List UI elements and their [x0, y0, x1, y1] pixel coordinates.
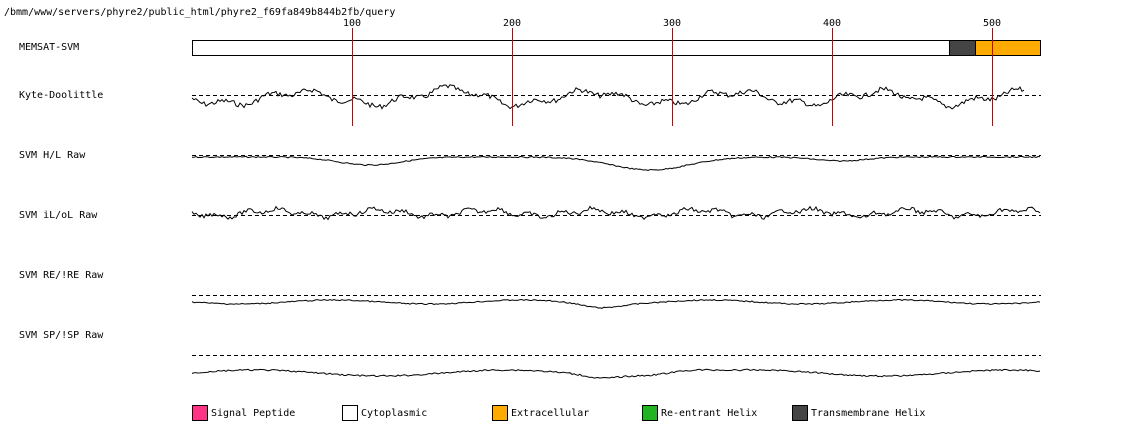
track-label-memsat: MEMSAT-SVM	[19, 42, 79, 53]
ruler-tick-100: 100	[343, 18, 361, 29]
track-label-svm-ilol: SVM iL/oL Raw	[19, 210, 98, 221]
ruler-tick-400: 400	[823, 18, 841, 29]
query-path: /bmm/www/servers/phyre2/public_html/phyr…	[4, 7, 395, 18]
track-label-svm-hl: SVM H/L Raw	[19, 150, 86, 161]
legend-label-extracellular: Extracellular	[511, 408, 589, 419]
legend-label-signal-peptide: Signal Peptide	[211, 408, 295, 419]
memsat-segment-transmembrane	[949, 40, 976, 56]
legend-swatch-re-entrant-helix	[642, 405, 658, 421]
ruler-tick-500: 500	[983, 18, 1001, 29]
ruler-tick-200: 200	[503, 18, 521, 29]
ruler-tick-300: 300	[663, 18, 681, 29]
legend: Signal Peptide Cytoplasmic Extracellular…	[192, 405, 925, 421]
track-label-svm-sp: SVM SP/!SP Raw	[19, 330, 104, 341]
trace-svm-sp	[191, 368, 1041, 379]
legend-label-transmembrane-helix: Transmembrane Helix	[811, 408, 925, 419]
legend-swatch-transmembrane-helix	[792, 405, 808, 421]
legend-swatch-cytoplasmic	[342, 405, 358, 421]
trace-svm-ilol	[191, 205, 1041, 221]
memsat-segment-cytoplasmic	[192, 40, 950, 56]
track-label-svm-re: SVM RE/!RE Raw	[19, 270, 104, 281]
memsat-bar	[192, 40, 1041, 56]
legend-swatch-extracellular	[492, 405, 508, 421]
baselines	[192, 95, 1041, 356]
track-label-kyte-doolittle: Kyte-Doolittle	[19, 90, 103, 101]
memsat-segment-extracellular	[975, 40, 1041, 56]
trace-svm-re	[191, 298, 1041, 309]
ruler-tick-lines	[352, 28, 993, 126]
legend-swatch-signal-peptide	[192, 405, 208, 421]
legend-label-re-entrant-helix: Re-entrant Helix	[661, 408, 757, 419]
trace-kyte-doolittle	[191, 84, 1025, 110]
trace-svm-hl	[191, 155, 1041, 172]
legend-label-cytoplasmic: Cytoplasmic	[361, 408, 427, 419]
